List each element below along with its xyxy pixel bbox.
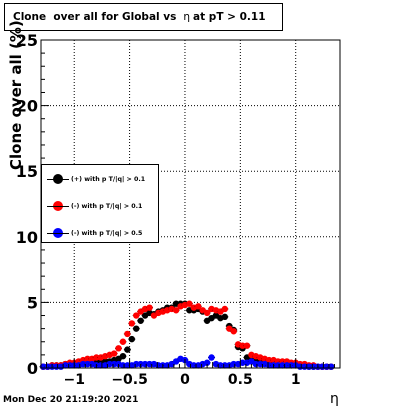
legend-marker-black [47, 174, 69, 184]
data-points [39, 300, 335, 370]
data-point [203, 359, 211, 366]
data-point [62, 362, 69, 369]
data-point [79, 360, 87, 368]
data-point [203, 309, 211, 317]
x-tick-label: 0 [180, 372, 190, 388]
data-point [208, 354, 215, 361]
data-point [119, 352, 127, 360]
x-tick-label: −1 [63, 372, 84, 388]
data-point [239, 342, 246, 349]
data-point [124, 362, 131, 369]
grid-lines [41, 40, 340, 368]
legend-label-positive: (+) with p T/|q| > 0.1 [71, 175, 146, 183]
data-point [172, 307, 180, 314]
legend-label-negative-05: (-) with p T/|q| > 0.5 [71, 229, 143, 237]
y-axis-label: Clone over all (%) [7, 20, 25, 170]
y-tick-label: 25 [16, 31, 38, 50]
data-point [84, 355, 91, 363]
chart-title-box: Clone over all for Global vs η at pT > 0.1… [4, 3, 283, 31]
x-tick-label: 1 [291, 372, 301, 388]
y-tick-label: 10 [16, 228, 38, 247]
data-point [93, 354, 100, 361]
data-point [279, 362, 286, 369]
title-eta: η [183, 11, 191, 23]
x-tick-label: 0.5 [228, 372, 253, 388]
data-point [128, 320, 136, 327]
data-point [265, 356, 273, 364]
legend-entry-negative-05: (-) with p T/|q| > 0.5 [42, 226, 142, 240]
data-point [124, 330, 131, 338]
data-point [221, 313, 229, 321]
series-2 [39, 354, 335, 370]
data-point [190, 362, 198, 369]
legend-marker-blue [47, 228, 69, 238]
data-point [137, 317, 144, 324]
legend-marker-red [47, 201, 69, 211]
data-point [115, 345, 122, 352]
timestamp-footer: Mon Dec 20 21:19:20 2021 [3, 395, 139, 405]
y-tick-label: 0 [27, 359, 38, 378]
legend-label-negative-01: (-) with p T/|q| > 0.1 [71, 202, 143, 210]
title-suffix: at pT > 0.11 [193, 11, 266, 23]
data-point [221, 305, 229, 313]
x-axis-label: η [330, 391, 339, 407]
data-point [217, 362, 224, 369]
tick-labels: 0 5 10 15 20 25 −1 −0.5 0 0.5 1 [16, 31, 301, 388]
data-point [243, 342, 251, 349]
data-point [119, 338, 127, 345]
chart-title: Clone over all for Global vs η at pT > 0.1… [13, 11, 266, 23]
data-point [283, 362, 291, 369]
data-point [84, 360, 91, 368]
y-tick-label: 5 [27, 293, 38, 312]
data-point [110, 350, 118, 357]
y-tick-label: 15 [16, 162, 38, 181]
data-point [133, 312, 140, 319]
y-tick-label: 20 [16, 97, 38, 116]
data-point [124, 346, 131, 353]
legend-entry-positive: (+) with p T/|q| > 0.1 [42, 172, 145, 186]
data-point [195, 303, 202, 310]
data-point [128, 335, 136, 343]
data-point [146, 360, 153, 368]
x-tick-label: −0.5 [111, 372, 148, 388]
data-point [146, 304, 153, 311]
data-point [230, 328, 237, 335]
legend-entry-negative-01: (-) with p T/|q| > 0.1 [42, 199, 142, 213]
data-point [239, 359, 246, 366]
data-point [106, 360, 113, 368]
data-point [186, 300, 193, 307]
data-point [257, 360, 264, 368]
data-point [133, 325, 140, 332]
legend: (+) with p T/|q| > 0.1 (-) with p T/|q| … [41, 164, 159, 243]
title-prefix: Clone over all for Global vs [13, 11, 177, 23]
